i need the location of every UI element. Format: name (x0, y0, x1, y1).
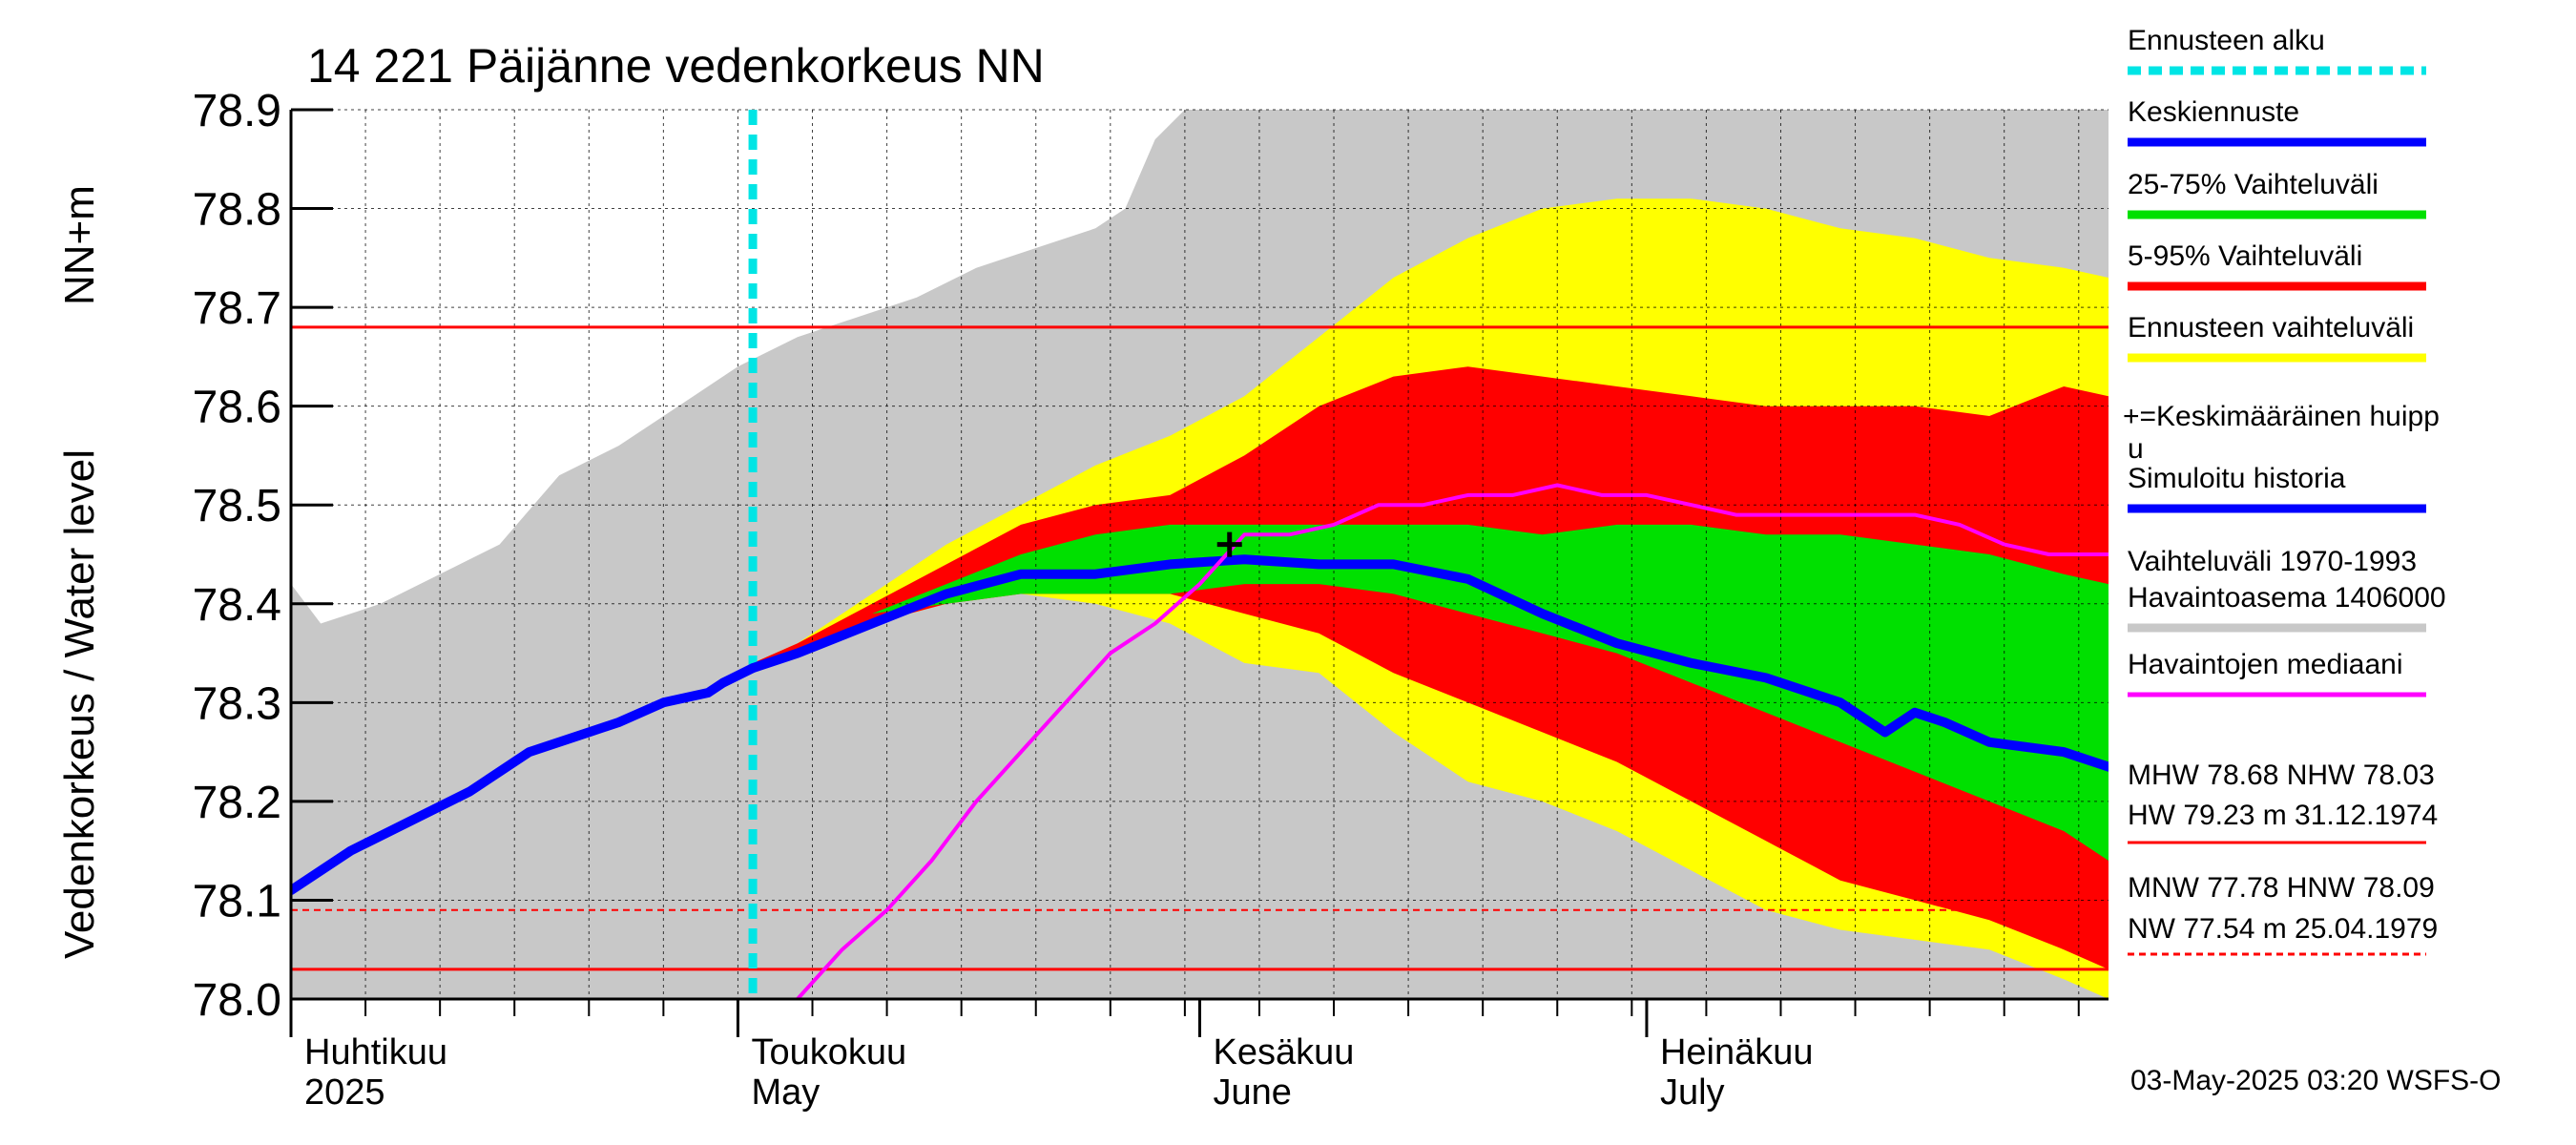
y-axis-label: Vedenkorkeus / Water level (56, 449, 103, 959)
y-tick-label: 78.1 (193, 876, 281, 926)
legend-label: 5-95% Vaihteluväli (2128, 240, 2362, 272)
y-tick-label: 78.0 (193, 975, 281, 1026)
legend-label: Havaintojen mediaani (2128, 649, 2403, 680)
legend-label: Keskiennuste (2128, 96, 2299, 128)
x-tick-label-fi: Toukokuu (751, 1032, 906, 1072)
legend-label: Simuloitu historia (2128, 463, 2346, 494)
legend-label: Ennusteen alku (2128, 25, 2325, 56)
x-tick-label-en: 2025 (304, 1072, 385, 1113)
bands-layer (291, 110, 2109, 999)
series-line-0 (291, 663, 758, 896)
x-tick-label-en: June (1214, 1072, 1292, 1113)
x-tick-label-en: May (751, 1072, 820, 1113)
stats-line-4: NW 77.54 m 25.04.1979 (2128, 913, 2438, 945)
x-tick-label-fi: Heinäkuu (1660, 1032, 1814, 1072)
legend-label-2: u (2128, 433, 2144, 465)
y-tick-label: 78.4 (193, 580, 281, 631)
x-tick-label-en: July (1660, 1072, 1725, 1113)
legend-label: Vaihteluväli 1970-1993 (2128, 546, 2417, 577)
series-layer (291, 110, 2109, 999)
y-tick-label: 78.9 (193, 86, 281, 136)
legend-label: Ennusteen vaihteluväli (2128, 312, 2414, 344)
series-line-2 (795, 483, 2109, 999)
series-line-1 (748, 554, 2109, 772)
x-tick-label-fi: Huhtikuu (304, 1032, 447, 1072)
band-25-75 (872, 524, 2109, 861)
legend-label-2: Havaintoasema 1406000 (2128, 582, 2446, 614)
timestamp: 03-May-2025 03:20 WSFS-O (2130, 1065, 2502, 1096)
y-tick-label: 78.6 (193, 383, 281, 433)
legend: Ennusteen alku Keskiennuste 25-75% Vaihtel… (2123, 25, 2446, 956)
band-5-95 (753, 366, 2109, 969)
y-tick-label: 78.3 (193, 678, 281, 729)
stats-line-2: HW 79.23 m 31.12.1974 (2128, 800, 2438, 831)
legend-label: +=Keskimääräinen huipp (2123, 401, 2440, 432)
axes-layer: 78.0 78.1 78.2 78.3 78.4 78.5 78.6 78.7 78.8 78.9… (193, 86, 2109, 1113)
y-tick-label: 78.7 (193, 283, 281, 334)
chart-title: 14 221 Päijänne vedenkorkeus NN (307, 39, 1045, 93)
y-axis-unit-label: NN+m (56, 185, 103, 305)
x-tick-label-fi: Kesäkuu (1214, 1032, 1355, 1072)
reference-lines-layer (291, 325, 2109, 971)
y-tick-label: 78.8 (193, 185, 281, 236)
y-tick-label: 78.2 (193, 778, 281, 828)
stats-line-3: MNW 77.78 HNW 78.09 (2128, 872, 2435, 904)
y-tick-label: 78.5 (193, 481, 281, 531)
stats-line-1: MHW 78.68 NHW 78.03 (2128, 760, 2435, 791)
legend-label: 25-75% Vaihteluväli (2128, 169, 2379, 200)
peak-marker-0 (1216, 531, 1242, 557)
